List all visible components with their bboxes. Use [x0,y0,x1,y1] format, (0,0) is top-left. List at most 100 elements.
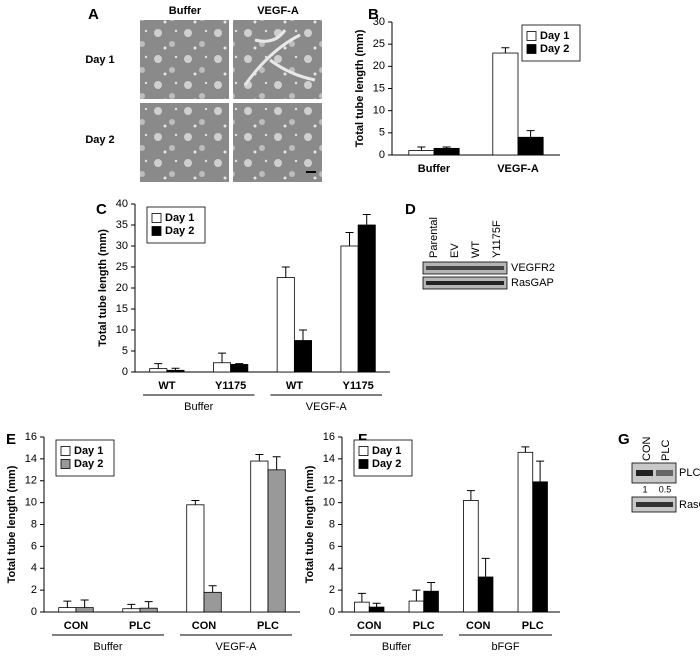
y-tick-label: 35 [116,219,128,231]
bar [203,591,222,613]
x-tick-label: Y1175 [215,380,246,392]
lane-label: Parental [428,217,440,258]
legend-box [55,439,115,477]
column-label: Buffer [169,5,202,17]
x-tick-label: PLC [522,620,544,632]
lane-label: WT [470,241,482,258]
error-bar [255,454,264,462]
blot-band [426,266,504,270]
error-bar [191,499,200,505]
legend-swatch [526,31,537,41]
y-tick-label: 5 [379,127,385,139]
error-bar [154,363,163,369]
bar [492,52,519,156]
micrograph [140,103,229,182]
bar [423,590,439,613]
error-bar [521,446,530,453]
legend-label: Day 2 [165,225,194,237]
y-tick-label: 10 [25,497,37,509]
error-bar [127,603,136,609]
y-tick-label: 5 [122,345,128,357]
quantification: 1 [642,484,647,494]
y-tick-label: 8 [329,518,335,530]
y-tick-label: 0 [31,606,37,618]
group-label: Buffer [382,641,411,653]
bar [354,601,370,613]
lane-label: CON [641,437,653,462]
bar [340,245,359,373]
error-bar [281,266,290,278]
bar [166,369,185,373]
error-bar [481,557,490,577]
x-tick-label: PLC [413,620,435,632]
bar [532,481,548,613]
panel-letter: B [368,6,379,23]
y-tick-label: 12 [25,475,37,487]
legend-label: Day 1 [165,212,194,224]
y-tick-label: 25 [373,38,385,50]
tube-network [243,29,316,86]
blot-band [656,470,673,476]
x-tick-label: WT [158,380,175,392]
y-tick-label: 10 [323,497,335,509]
panel-letter: D [405,201,416,218]
group-label: VEGF-A [306,401,348,413]
error-bar [417,146,426,151]
legend-swatch [358,459,369,469]
bar [408,150,435,156]
panel-letter: G [618,431,630,448]
error-bar [412,589,421,602]
error-bar [80,599,89,608]
error-bar [442,146,451,149]
bar [357,224,376,373]
row-label: Day 2 [85,134,114,146]
x-tick-label: PLC [129,620,151,632]
y-tick-label: 16 [25,431,37,443]
error-bar [218,352,227,363]
band-label: RasGAP [679,499,700,511]
y-tick-label: 6 [329,540,335,552]
blot-band [636,470,653,476]
y-tick-label: 14 [25,453,37,465]
y-tick-label: 15 [116,303,128,315]
legend-label: Day 1 [74,445,103,457]
x-tick-label: CON [466,620,491,632]
x-tick-label: VEGF-A [497,163,539,175]
group-label: VEGF-A [216,641,258,653]
band-label: RasGAP [511,277,554,289]
error-bar [345,232,354,246]
panel-letter: F [358,431,367,448]
legend-label: Day 1 [540,30,569,42]
bar [139,607,158,613]
bar [433,147,460,156]
legend-box [146,206,206,244]
bar [276,277,295,373]
quantification: 0.5 [659,484,672,494]
blot-band [636,502,673,507]
legend-swatch [60,446,71,456]
x-tick-label: PLC [257,620,279,632]
bar [149,368,168,373]
legend-box [521,24,581,62]
micrograph [233,20,322,99]
error-bar [501,47,510,54]
y-tick-label: 0 [122,366,128,378]
bar [368,606,385,613]
x-tick-label: CON [357,620,382,632]
panel-letter: E [6,431,16,448]
y-tick-label: 20 [373,60,385,72]
bar [517,136,544,156]
bar [75,607,94,613]
bar [250,460,269,613]
bar [408,600,425,613]
legend-swatch [358,446,369,456]
bar [293,340,312,373]
lane-label: PLC [660,440,672,461]
y-tick-label: 25 [116,261,128,273]
y-tick-label: 4 [329,562,335,574]
legend-swatch [60,459,71,469]
bar [186,504,205,613]
panel-letter: A [88,6,99,23]
group-label: Buffer [184,401,213,413]
micrograph [140,20,229,99]
